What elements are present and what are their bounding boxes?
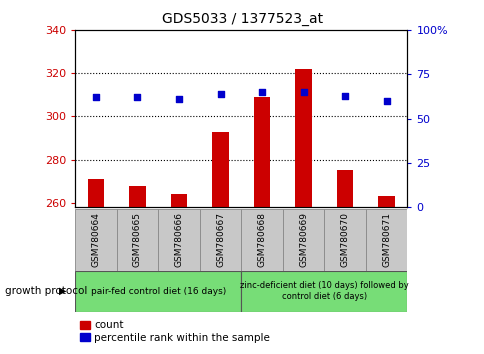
Text: zinc-deficient diet (10 days) followed by
control diet (6 days): zinc-deficient diet (10 days) followed b… [240, 281, 408, 301]
Bar [241, 209, 282, 271]
Bar [75, 271, 241, 312]
Bar [117, 209, 158, 271]
Bar [365, 209, 407, 271]
Bar [129, 185, 146, 207]
Point [341, 93, 348, 98]
Text: pair-fed control diet (16 days): pair-fed control diet (16 days) [91, 287, 226, 296]
Bar [199, 209, 241, 271]
Bar [378, 196, 394, 207]
Text: GSM780666: GSM780666 [174, 212, 183, 267]
Bar [282, 209, 324, 271]
Text: GSM780670: GSM780670 [340, 212, 349, 267]
Text: GSM780668: GSM780668 [257, 212, 266, 267]
Text: GSM780669: GSM780669 [299, 212, 307, 267]
Point [299, 89, 307, 95]
Text: GSM780665: GSM780665 [133, 212, 142, 267]
Bar [241, 271, 407, 312]
Bar [88, 179, 104, 207]
Legend: count, percentile rank within the sample: count, percentile rank within the sample [80, 320, 269, 343]
Bar [170, 194, 187, 207]
Text: growth protocol: growth protocol [5, 286, 87, 296]
Point [133, 95, 141, 100]
Bar [295, 69, 311, 207]
Bar [336, 170, 353, 207]
Text: GSM780667: GSM780667 [215, 212, 225, 267]
Text: GDS5033 / 1377523_at: GDS5033 / 1377523_at [162, 12, 322, 27]
Point [175, 96, 182, 102]
Point [382, 98, 390, 104]
Point [92, 95, 100, 100]
Bar [75, 209, 117, 271]
Text: ▶: ▶ [59, 286, 67, 296]
Point [216, 91, 224, 97]
Bar [158, 209, 199, 271]
Bar [253, 97, 270, 207]
Text: GSM780664: GSM780664 [91, 212, 100, 267]
Point [257, 89, 265, 95]
Bar [324, 209, 365, 271]
Text: GSM780671: GSM780671 [381, 212, 390, 267]
Bar [212, 132, 228, 207]
